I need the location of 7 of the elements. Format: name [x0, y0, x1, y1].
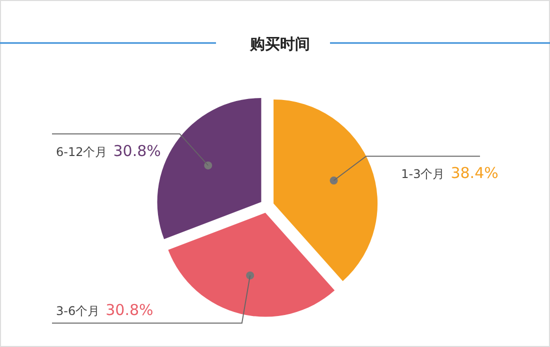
data-label: 30.8%: [106, 301, 154, 320]
chart-title: 购买时间: [249, 35, 310, 53]
slice-label: 6-12个月: [56, 144, 108, 159]
slice-label: 3-6个月: [56, 304, 100, 318]
data-label: 38.4%: [450, 164, 498, 182]
slice-label: 1-3个月: [401, 167, 445, 182]
data-label: 30.8%: [113, 142, 161, 160]
